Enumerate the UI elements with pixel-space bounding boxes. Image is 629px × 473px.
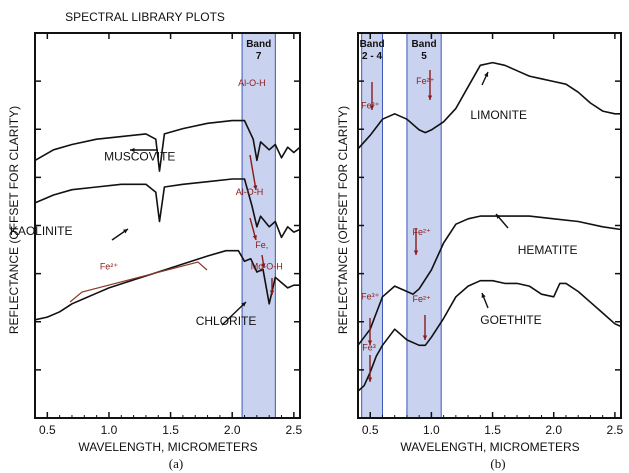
band-number-label: 2 - 4: [362, 51, 382, 62]
series-line-muscovite: [34, 119, 301, 172]
panel-a-label: (a): [169, 456, 183, 471]
feature-annotation: Fe²⁺: [100, 261, 119, 271]
series-line-limonite: [357, 61, 621, 150]
series-line-kaolinite: [34, 178, 301, 239]
panel-b-x-axis-label: WAVELENGTH, MICROMETERS: [400, 440, 579, 454]
x-tick-label: 0.5: [362, 423, 379, 437]
arrowhead: [422, 335, 428, 340]
feature-annotation: Al-O-H: [238, 78, 266, 88]
feature-annotation: Mg-O-H: [251, 261, 283, 271]
panel-b-label: (b): [490, 456, 505, 471]
arrowhead: [130, 147, 135, 153]
feature-annotation: Fe³⁺: [361, 292, 380, 302]
feature-annotation: Fe²⁺: [412, 227, 431, 237]
label-arrow: [221, 301, 247, 326]
arrowhead: [253, 185, 258, 190]
mineral-label: HEMATITE: [518, 243, 578, 257]
arrowhead: [261, 263, 266, 268]
arrowhead: [484, 72, 489, 77]
x-tick-label: 2.5: [285, 423, 302, 437]
panel-b: REFLECTANCE (OFFSET FOR CLARITY) WAVELEN…: [336, 32, 624, 471]
arrowhead: [481, 293, 486, 298]
feature-arrow: [249, 154, 257, 191]
series-line-hematite: [357, 215, 622, 346]
fe2-absorption-bracket: [69, 261, 208, 303]
series-line-goethite: [357, 279, 622, 392]
arrowhead: [367, 340, 373, 345]
panel-a: SPECTRAL LIBRARY PLOTS REFLECTANCE (OFFS…: [7, 10, 303, 471]
band-number-label: 7: [256, 51, 262, 62]
arrowhead: [269, 290, 275, 295]
arrowhead: [369, 105, 375, 110]
arrowhead: [427, 95, 433, 100]
arrowhead: [252, 235, 257, 240]
x-tick-label: 2.0: [224, 423, 241, 437]
panel-b-y-axis-label: REFLECTANCE (OFFSET FOR CLARITY): [336, 106, 350, 334]
band-shading: [406, 32, 442, 419]
feature-annotation: Fe,: [255, 240, 268, 250]
panel-a-title: SPECTRAL LIBRARY PLOTS: [65, 10, 225, 24]
mineral-label: LIMONITE: [470, 108, 527, 122]
mineral-label: KAOLINITE: [10, 224, 73, 238]
feature-annotation: Al-O-H: [236, 187, 264, 197]
band-label: Band: [360, 39, 385, 50]
x-tick-label: 0.5: [39, 423, 56, 437]
feature-annotation: Fe³⁺: [361, 100, 380, 110]
feature-annotation: Fe³: [362, 343, 376, 353]
band-number-label: 5: [421, 51, 427, 62]
series-line-chlorite: [34, 249, 300, 321]
arrowhead: [413, 250, 419, 255]
arrowhead: [123, 229, 128, 234]
panel-a-y-axis-label: REFLECTANCE (OFFSET FOR CLARITY): [7, 106, 21, 334]
feature-annotation: Fe²⁺: [412, 294, 431, 304]
arrowhead: [367, 377, 373, 382]
feature-annotation: Fe²⁺: [416, 76, 435, 86]
x-tick-label: 2.0: [545, 423, 562, 437]
mineral-label: GOETHITE: [480, 313, 541, 327]
panel-a-x-axis-label: WAVELENGTH, MICROMETERS: [78, 440, 257, 454]
x-tick-label: 2.5: [607, 423, 624, 437]
band-label: Band: [412, 39, 437, 50]
arrowhead: [496, 214, 501, 219]
plot-frame: [357, 32, 622, 419]
x-tick-label: 1.5: [484, 423, 501, 437]
arrowhead: [241, 302, 246, 307]
band-label: Band: [246, 39, 271, 50]
x-tick-label: 1.0: [423, 423, 440, 437]
mineral-label: MUSCOVITE: [104, 149, 175, 163]
x-tick-label: 1.5: [162, 423, 179, 437]
x-tick-label: 1.0: [101, 423, 118, 437]
